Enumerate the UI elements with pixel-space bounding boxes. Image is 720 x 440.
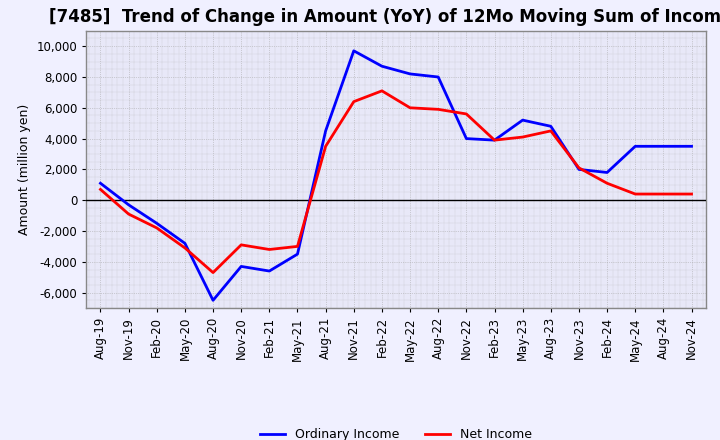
Net Income	[546, 128, 555, 133]
Ordinary Income	[153, 220, 161, 226]
Legend: Ordinary Income, Net Income: Ordinary Income, Net Income	[256, 423, 536, 440]
Net Income	[687, 191, 696, 197]
Net Income	[237, 242, 246, 247]
Ordinary Income	[209, 298, 217, 303]
Net Income	[125, 211, 133, 216]
Net Income	[659, 191, 667, 197]
Net Income	[321, 143, 330, 149]
Ordinary Income	[181, 241, 189, 246]
Line: Ordinary Income: Ordinary Income	[101, 51, 691, 301]
Net Income	[603, 180, 611, 186]
Title: [7485]  Trend of Change in Amount (YoY) of 12Mo Moving Sum of Incomes: [7485] Trend of Change in Amount (YoY) o…	[49, 8, 720, 26]
Ordinary Income	[603, 170, 611, 175]
Net Income	[96, 187, 105, 192]
Ordinary Income	[546, 124, 555, 129]
Ordinary Income	[265, 268, 274, 274]
Net Income	[434, 106, 443, 112]
Y-axis label: Amount (million yen): Amount (million yen)	[18, 104, 31, 235]
Ordinary Income	[518, 117, 527, 123]
Ordinary Income	[125, 202, 133, 207]
Net Income	[349, 99, 358, 104]
Net Income	[406, 105, 415, 110]
Net Income	[462, 111, 471, 117]
Net Income	[209, 270, 217, 275]
Ordinary Income	[96, 180, 105, 186]
Ordinary Income	[293, 251, 302, 257]
Ordinary Income	[321, 128, 330, 133]
Ordinary Income	[462, 136, 471, 141]
Net Income	[153, 225, 161, 231]
Ordinary Income	[349, 48, 358, 53]
Net Income	[631, 191, 639, 197]
Net Income	[377, 88, 386, 93]
Net Income	[293, 244, 302, 249]
Ordinary Income	[659, 143, 667, 149]
Ordinary Income	[490, 137, 499, 143]
Net Income	[518, 134, 527, 139]
Ordinary Income	[237, 264, 246, 269]
Ordinary Income	[434, 74, 443, 80]
Line: Net Income: Net Income	[101, 91, 691, 272]
Ordinary Income	[631, 143, 639, 149]
Ordinary Income	[406, 71, 415, 77]
Ordinary Income	[377, 63, 386, 69]
Ordinary Income	[575, 167, 583, 172]
Net Income	[181, 245, 189, 250]
Net Income	[265, 247, 274, 252]
Net Income	[490, 137, 499, 143]
Net Income	[575, 165, 583, 170]
Ordinary Income	[687, 143, 696, 149]
